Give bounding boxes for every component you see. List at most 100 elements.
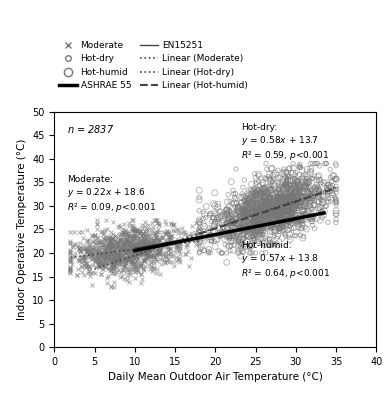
Point bbox=[250, 233, 256, 239]
Point bbox=[113, 239, 119, 245]
Point bbox=[300, 235, 306, 241]
Point bbox=[77, 244, 83, 250]
Point bbox=[230, 220, 237, 227]
Point bbox=[140, 251, 146, 257]
Point bbox=[275, 223, 281, 229]
Point bbox=[217, 226, 223, 232]
Point bbox=[80, 253, 86, 260]
Point bbox=[100, 253, 107, 259]
Point bbox=[260, 219, 267, 226]
Point bbox=[214, 215, 220, 221]
Point bbox=[250, 237, 256, 244]
Point bbox=[156, 250, 162, 257]
Point bbox=[211, 209, 217, 215]
Point bbox=[302, 194, 308, 200]
Point bbox=[307, 190, 313, 197]
Point bbox=[245, 209, 251, 215]
Point bbox=[90, 238, 96, 244]
Point bbox=[269, 206, 275, 212]
Point bbox=[240, 236, 246, 242]
Point bbox=[88, 245, 95, 252]
Point bbox=[133, 265, 140, 271]
Point bbox=[182, 251, 189, 257]
Point bbox=[283, 184, 289, 190]
Point bbox=[273, 190, 279, 197]
Point bbox=[312, 225, 318, 232]
Point bbox=[201, 211, 208, 217]
Point bbox=[107, 244, 113, 251]
Point bbox=[269, 187, 275, 194]
Point bbox=[126, 219, 132, 226]
Point bbox=[277, 202, 283, 208]
Point bbox=[272, 170, 278, 176]
Point bbox=[157, 246, 163, 253]
Point bbox=[160, 229, 166, 235]
Point bbox=[159, 235, 165, 241]
Point bbox=[285, 181, 291, 187]
Point bbox=[288, 199, 294, 205]
Point bbox=[111, 263, 118, 269]
Point bbox=[103, 264, 109, 271]
Point bbox=[253, 194, 259, 200]
Point bbox=[282, 203, 289, 210]
Point bbox=[283, 223, 289, 229]
Point bbox=[162, 259, 168, 265]
Text: Moderate:
$y$ = 0.22$x$ + 18.6
$R$² = 0.09, $p$<0.001: Moderate: $y$ = 0.22$x$ + 18.6 $R$² = 0.… bbox=[67, 175, 156, 214]
Point bbox=[242, 195, 248, 201]
Point bbox=[307, 202, 314, 209]
Point bbox=[272, 207, 278, 214]
Point bbox=[303, 202, 309, 209]
Point bbox=[117, 244, 123, 251]
Point bbox=[129, 239, 135, 246]
Point bbox=[289, 220, 295, 227]
Point bbox=[124, 234, 130, 241]
Point bbox=[256, 200, 263, 207]
Point bbox=[137, 235, 143, 241]
Point bbox=[253, 210, 259, 216]
Point bbox=[285, 177, 291, 184]
Point bbox=[106, 235, 112, 241]
Point bbox=[102, 233, 108, 240]
Point bbox=[231, 242, 237, 248]
Point bbox=[89, 249, 95, 256]
Point bbox=[249, 232, 255, 238]
Point bbox=[255, 171, 262, 178]
Point bbox=[295, 196, 301, 202]
Point bbox=[216, 214, 222, 220]
Point bbox=[117, 250, 123, 257]
Point bbox=[284, 177, 290, 183]
Point bbox=[245, 198, 251, 204]
Point bbox=[251, 235, 257, 241]
Point bbox=[288, 206, 294, 212]
Point bbox=[276, 228, 282, 235]
Point bbox=[275, 213, 281, 219]
Point bbox=[291, 192, 297, 199]
Point bbox=[293, 181, 299, 188]
Point bbox=[102, 217, 109, 223]
Point bbox=[252, 191, 258, 198]
Point bbox=[111, 252, 117, 259]
Point bbox=[88, 248, 94, 255]
Point bbox=[116, 252, 122, 258]
Point bbox=[114, 250, 120, 256]
Point bbox=[249, 200, 255, 206]
Point bbox=[258, 210, 264, 216]
Point bbox=[130, 253, 137, 260]
Point bbox=[274, 200, 281, 207]
Point bbox=[89, 282, 95, 288]
Point bbox=[125, 256, 131, 263]
Point bbox=[254, 205, 260, 211]
Point bbox=[289, 202, 295, 209]
Point bbox=[84, 249, 90, 255]
Point bbox=[150, 253, 156, 259]
Point bbox=[293, 201, 299, 207]
Point bbox=[284, 220, 290, 226]
Point bbox=[106, 255, 112, 261]
Point bbox=[74, 266, 81, 273]
Point bbox=[94, 253, 100, 260]
Point bbox=[299, 194, 305, 200]
Point bbox=[249, 200, 255, 206]
Point bbox=[249, 223, 255, 230]
Point bbox=[129, 243, 135, 249]
Point bbox=[255, 216, 261, 223]
